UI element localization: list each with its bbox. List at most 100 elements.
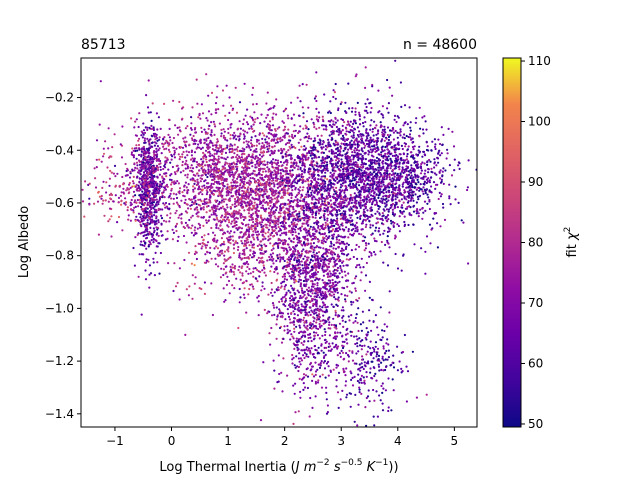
data-point	[250, 224, 253, 227]
data-point	[153, 153, 156, 156]
data-point	[324, 185, 327, 188]
data-point	[342, 210, 345, 213]
data-point	[241, 147, 244, 150]
data-point	[261, 160, 264, 163]
data-point	[175, 193, 178, 196]
data-point	[302, 209, 305, 212]
data-point	[134, 236, 137, 239]
data-point	[294, 129, 297, 132]
data-point	[417, 212, 420, 215]
data-point	[232, 270, 235, 274]
data-point	[363, 146, 366, 149]
data-point	[246, 238, 249, 241]
data-point	[255, 188, 258, 191]
data-point	[260, 188, 263, 191]
data-point	[142, 240, 146, 243]
data-point	[271, 145, 274, 148]
data-point	[213, 133, 216, 136]
data-point	[333, 169, 336, 172]
data-point	[264, 237, 267, 240]
data-point	[397, 224, 400, 228]
data-point	[134, 120, 137, 123]
data-point	[253, 173, 256, 176]
data-point	[209, 152, 212, 155]
data-point	[255, 102, 258, 106]
data-point	[266, 190, 269, 193]
data-point	[149, 206, 152, 209]
data-point	[368, 186, 372, 189]
data-point	[305, 201, 308, 204]
data-point	[161, 175, 164, 178]
data-point	[275, 206, 278, 209]
data-point	[241, 206, 244, 209]
data-point	[147, 79, 150, 82]
data-point	[347, 148, 350, 151]
data-point	[203, 281, 206, 284]
data-point	[234, 179, 237, 183]
data-point	[131, 180, 135, 183]
data-point	[155, 198, 158, 201]
data-point	[288, 275, 291, 278]
data-point	[353, 128, 357, 131]
data-point	[203, 142, 206, 145]
data-point	[359, 217, 362, 220]
data-point	[273, 138, 276, 141]
data-point	[183, 201, 186, 204]
data-point	[262, 170, 265, 173]
data-point	[270, 160, 273, 163]
data-point	[143, 244, 146, 247]
data-point	[387, 111, 390, 114]
data-point	[197, 242, 200, 245]
data-point	[163, 186, 166, 190]
data-point	[215, 245, 218, 248]
data-point	[369, 128, 372, 131]
data-point	[215, 241, 218, 244]
data-point	[152, 171, 155, 175]
data-point	[167, 118, 171, 121]
data-point	[150, 172, 153, 175]
data-point	[184, 127, 187, 130]
data-point	[266, 178, 270, 181]
data-point	[200, 200, 203, 203]
data-point	[284, 155, 288, 158]
data-point	[165, 183, 169, 186]
data-point	[352, 232, 356, 235]
data-point	[265, 188, 268, 191]
data-point	[167, 262, 170, 265]
data-point	[204, 253, 207, 256]
data-point	[243, 256, 246, 260]
data-point	[272, 181, 275, 185]
data-point	[168, 202, 171, 206]
data-point	[358, 118, 361, 121]
data-point	[266, 142, 269, 145]
data-point	[186, 167, 189, 170]
data-point	[192, 202, 195, 205]
data-point	[255, 144, 258, 147]
data-point	[181, 164, 184, 167]
data-point	[288, 180, 291, 183]
data-point	[273, 105, 276, 108]
data-points	[81, 59, 477, 427]
data-point	[269, 201, 272, 204]
data-point	[207, 94, 210, 97]
data-point	[289, 172, 292, 175]
data-point	[151, 102, 154, 105]
data-point	[215, 226, 218, 229]
data-point	[386, 133, 389, 137]
data-point	[140, 155, 143, 158]
data-point	[191, 167, 195, 170]
data-point	[286, 159, 289, 162]
data-point	[228, 270, 231, 273]
data-point	[138, 253, 141, 256]
data-point	[215, 216, 218, 219]
data-point	[140, 225, 143, 228]
data-point	[299, 125, 302, 128]
data-point	[215, 214, 218, 217]
data-point	[230, 165, 234, 168]
data-point	[151, 235, 154, 238]
data-point	[322, 128, 325, 131]
data-point	[324, 176, 327, 179]
data-point	[142, 166, 145, 169]
data-point	[235, 111, 239, 114]
data-point	[143, 139, 146, 142]
